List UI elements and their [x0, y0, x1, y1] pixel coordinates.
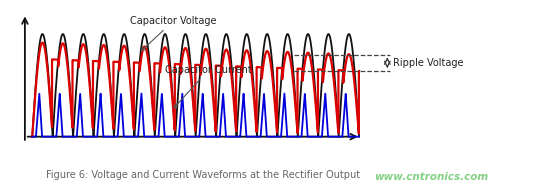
Text: www.cntronics.com: www.cntronics.com — [374, 172, 488, 182]
Text: Capacitor Current: Capacitor Current — [165, 65, 252, 108]
Text: Figure 6: Voltage and Current Waveforms at the Rectifier Output: Figure 6: Voltage and Current Waveforms … — [46, 171, 361, 180]
Text: Ripple Voltage: Ripple Voltage — [393, 58, 463, 68]
Text: Capacitor Voltage: Capacitor Voltage — [131, 16, 217, 51]
